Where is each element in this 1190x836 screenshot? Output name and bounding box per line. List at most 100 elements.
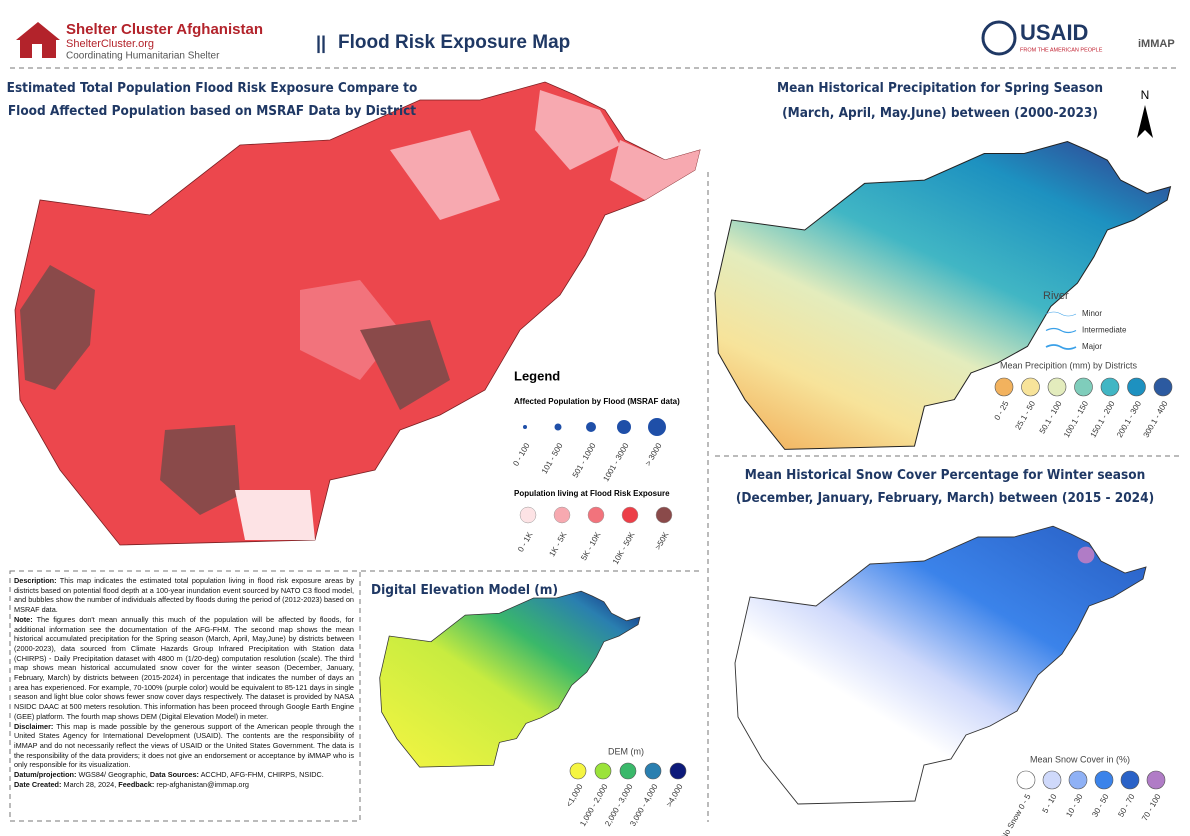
legend-swatch: [655, 506, 673, 524]
legend-title: Mean Precipition (mm) by Districts: [1000, 360, 1138, 370]
precipitation-map: [714, 141, 1171, 450]
legend-label: 101 - 500: [540, 441, 565, 475]
legend-label: Intermediate: [1082, 326, 1127, 335]
note-paragraph: Note: The figures don't mean annually th…: [14, 615, 354, 722]
legend-title: Population living at Flood Risk Exposure: [514, 489, 670, 498]
note-paragraph: Date Created: March 28, 2024, Feedback: …: [14, 780, 354, 790]
legend-swatch: [619, 762, 637, 780]
shelter-logo: [16, 22, 60, 58]
legend-swatch: [553, 506, 571, 524]
page-title: Flood Risk Exposure Map: [338, 32, 570, 53]
note-paragraph: Description: This map indicates the esti…: [14, 576, 354, 615]
note-label: Date Created:: [14, 779, 62, 789]
note-paragraph: Disclaimer: This map is made possible by…: [14, 722, 354, 771]
legend-label: 0 - 25: [993, 399, 1011, 422]
usaid-seal: [981, 20, 1017, 56]
panel-title: (March, April, May.June) between (2000-2…: [782, 105, 1098, 121]
legend-label: Minor: [1082, 309, 1102, 318]
legend-label: 300.1 - 400: [1142, 399, 1170, 439]
legend-label: 50.1 - 100: [1038, 399, 1064, 435]
legend-label: 70 - 100: [1140, 792, 1163, 822]
legend-swatch: [669, 762, 687, 780]
north-label: N: [1141, 88, 1150, 102]
note-label: Feedback:: [118, 779, 155, 789]
legend-label: 1001 - 3000: [601, 441, 630, 483]
legend-label: 50 - 70: [1116, 792, 1137, 819]
note-text: This map is made possible by the generou…: [14, 721, 354, 770]
legend-label: 30 - 50: [1090, 792, 1111, 819]
legend-label: No Snow 0 - 5: [999, 792, 1032, 836]
legend-swatch: [587, 506, 605, 524]
usaid-tagline: FROM THE AMERICAN PEOPLE: [1020, 47, 1103, 53]
legend-label: 501 - 1000: [571, 441, 598, 479]
usaid-logo: USAID: [1020, 20, 1088, 45]
legend-swatch: [644, 762, 662, 780]
legend-swatch: [1042, 770, 1062, 790]
legend-swatch: [594, 762, 612, 780]
legend-label: 5 - 10: [1041, 792, 1059, 815]
legend-swatch: [994, 377, 1014, 397]
org-tagline: Coordinating Humanitarian Shelter: [66, 51, 220, 62]
note-paragraph: Datum/projection: WGS84/ Geographic, Dat…: [14, 770, 354, 780]
legend-bubble: [523, 425, 527, 429]
legend-swatch: [569, 762, 587, 780]
notes: Description: This map indicates the esti…: [14, 576, 354, 816]
legend-bubble: [648, 418, 666, 436]
legend-label: 5K - 10K: [579, 530, 603, 562]
note-text: March 28, 2024,: [63, 779, 117, 789]
legend-swatch: [1074, 377, 1093, 397]
legend-label: 1K - 5K: [547, 530, 568, 558]
legend-label: 10K - 50K: [611, 530, 637, 566]
legend-label: > 3000: [643, 441, 663, 467]
legend-title: Mean Snow Cover in (%): [1030, 754, 1130, 764]
legend-label: 25.1 - 50: [1013, 399, 1037, 431]
legend-bubble: [554, 423, 562, 431]
river-symbol: [1045, 327, 1077, 334]
dem-map: [379, 590, 641, 768]
snow-map: [734, 525, 1147, 805]
legend-label: Major: [1082, 342, 1102, 351]
legend-swatch: [1153, 377, 1173, 397]
river-symbol: [1045, 344, 1077, 350]
legend-swatch: [621, 506, 639, 524]
note-text: The figures don't mean annually this muc…: [14, 614, 354, 721]
panel-title: Estimated Total Population Flood Risk Ex…: [7, 80, 418, 96]
legend-swatch: [1047, 377, 1067, 397]
note-label: Description:: [14, 576, 57, 585]
org-site: ShelterCluster.org: [66, 38, 154, 50]
note-text: This map indicates the estimated total p…: [14, 576, 354, 615]
legend-label: 150.1 - 200: [1089, 399, 1117, 439]
legend-title: River: [1043, 290, 1069, 302]
legend-title: Affected Population by Flood (MSRAF data…: [514, 397, 680, 406]
river-symbol: [1045, 311, 1077, 317]
legend-swatch: [1016, 770, 1036, 790]
panel-title: Mean Historical Precipitation for Spring…: [777, 80, 1103, 96]
note-text: ACCHD, AFG-FHM, CHIRPS, NSIDC.: [200, 770, 324, 780]
panel-title: Flood Affected Population based on MSRAF…: [8, 103, 416, 119]
exposure-map: [14, 81, 701, 546]
legend-label: >50K: [653, 530, 671, 551]
legend-label: 10 - 30: [1064, 792, 1085, 819]
legend-bubble: [617, 420, 631, 434]
legend-label: 0 - 100: [511, 441, 532, 468]
legend-label: 100.1 - 150: [1062, 399, 1090, 439]
note-label: Data Sources:: [149, 770, 199, 780]
org-name: Shelter Cluster Afghanistan: [66, 21, 263, 38]
panel-title: (December, January, February, March) bet…: [736, 490, 1154, 506]
note-label: Disclaimer:: [14, 721, 54, 731]
note-text: rep-afghanistan@immap.org: [156, 779, 249, 789]
legend-label: <1,000: [564, 782, 584, 808]
legend-heading: Legend: [514, 368, 560, 383]
legend-bubble: [586, 422, 596, 432]
legend-title: DEM (m): [608, 746, 644, 756]
legend-swatch: [1100, 377, 1120, 397]
legend-swatch: [1021, 377, 1040, 397]
immap-logo: iMMAP: [1138, 38, 1175, 50]
legend-label: >4,000: [664, 782, 684, 808]
legend-swatch: [1127, 377, 1146, 397]
note-text: WGS84/ Geographic,: [78, 770, 148, 780]
note-label: Note:: [14, 614, 33, 624]
legend-swatch: [1146, 770, 1166, 790]
